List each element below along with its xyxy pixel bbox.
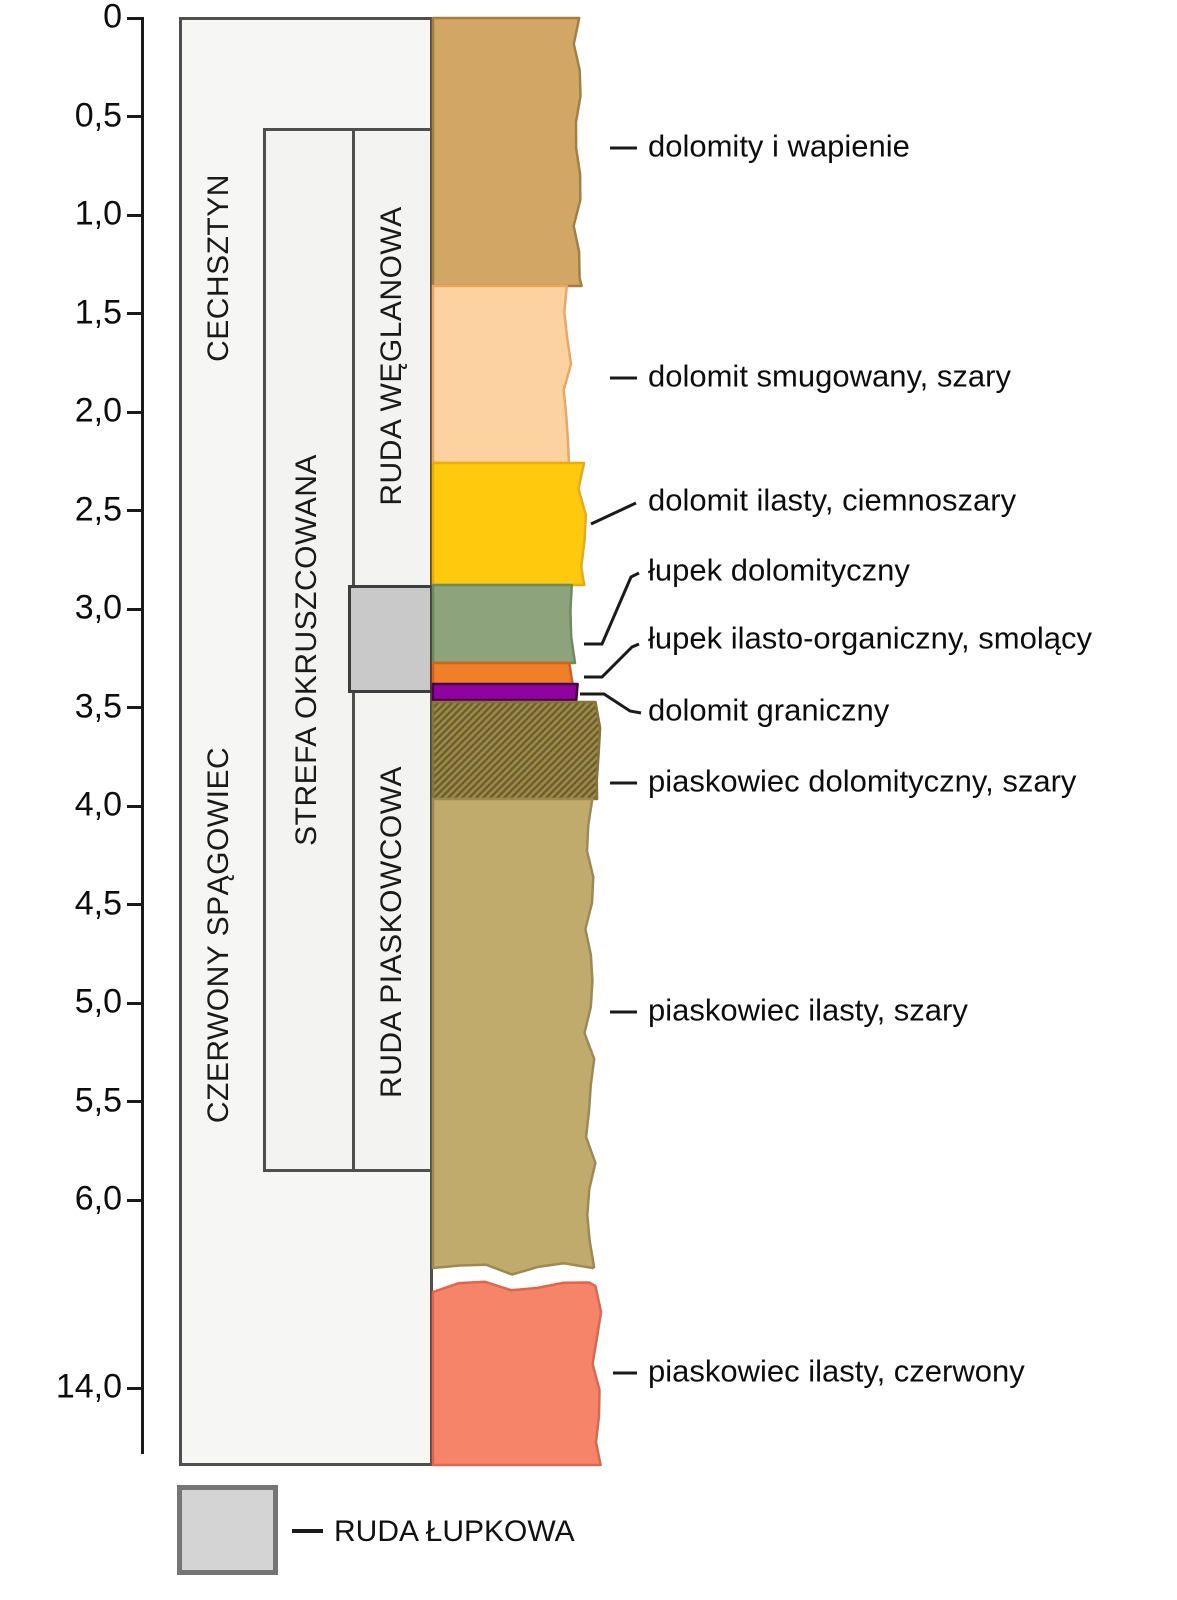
unit-box-strefa-okruszcowana xyxy=(263,128,355,1172)
tick-label: 2,0 xyxy=(74,391,122,430)
tick-label: 3,5 xyxy=(74,687,122,726)
layer-polygon-3 xyxy=(431,583,577,665)
tick-label: 5,0 xyxy=(74,982,122,1021)
unit-label-ruda-piaskowcowa: RUDA PIASKOWCOWA xyxy=(375,766,408,1098)
tick-mark xyxy=(127,1386,144,1390)
unit-label-strefa-okruszcowana: STREFA OKRUSZCOWANA xyxy=(290,454,323,846)
tick-mark xyxy=(127,115,144,118)
tick-mark xyxy=(127,1001,144,1005)
tick-mark xyxy=(127,16,144,20)
unit-label-cechsztyn: CECHSZTYN xyxy=(202,174,235,362)
layer-label-4: łupek ilasto-organiczny, smolący xyxy=(648,620,1092,656)
layer-polygon-4 xyxy=(431,661,575,689)
layer-polygon-5 xyxy=(431,682,579,702)
tick-label: 0 xyxy=(103,0,122,36)
unit-label-ruda-weglanowa: RUDA WĘGLANOWA xyxy=(375,206,408,506)
tick-label: 4,0 xyxy=(74,785,122,824)
legend-swatch-ruda-lupkowa xyxy=(177,1485,278,1575)
layer-polygon-0 xyxy=(431,16,583,288)
layer-polygon-6 xyxy=(431,700,602,801)
layer-label-6: piaskowiec dolomityczny, szary xyxy=(648,763,1077,799)
tick-mark xyxy=(127,1198,144,1202)
tick-mark xyxy=(127,410,144,414)
tick-label: 1,0 xyxy=(74,194,122,233)
layer-label-8: piaskowiec ilasty, czerwony xyxy=(648,1353,1025,1389)
leader-line-2 xyxy=(590,501,637,526)
tick-label: 6,0 xyxy=(74,1179,122,1218)
tick-label: 1,5 xyxy=(74,293,122,332)
layer-polygon-8 xyxy=(431,1280,603,1467)
layer-label-3: łupek dolomityczny xyxy=(648,552,910,588)
tick-mark xyxy=(127,903,144,906)
tick-mark xyxy=(127,509,144,512)
tick-label: 3,0 xyxy=(74,588,122,627)
layer-label-7: piaskowiec ilasty, szary xyxy=(648,992,968,1028)
depth-axis-line xyxy=(141,18,144,1454)
leader-line-5 xyxy=(580,692,642,715)
tick-mark xyxy=(127,213,144,217)
tick-label: 0,5 xyxy=(74,96,122,135)
legend-dash xyxy=(292,1529,323,1533)
layer-label-0: dolomity i wapienie xyxy=(648,128,910,164)
layer-polygon-1 xyxy=(431,284,573,465)
layer-polygon-2 xyxy=(431,461,588,587)
legend-label: RUDA ŁUPKOWA xyxy=(334,1515,575,1548)
tick-label: 4,5 xyxy=(74,884,122,923)
layer-polygon-7 xyxy=(431,797,597,1276)
leader-line-3 xyxy=(584,571,640,646)
tick-label: 2,5 xyxy=(74,490,122,529)
layer-label-2: dolomit ilasty, ciemnoszary xyxy=(648,482,1017,518)
tick-mark xyxy=(127,607,144,611)
leader-line-4 xyxy=(584,642,640,679)
tick-mark xyxy=(127,1100,144,1103)
unit-label-czerwony-spagowiec: CZERWONY SPĄGOWIEC xyxy=(202,746,235,1124)
tick-label: 14,0 xyxy=(55,1367,122,1406)
layer-label-5: dolomit graniczny xyxy=(648,692,890,728)
ruda-lupkowa-zone-box xyxy=(348,585,433,693)
tick-mark xyxy=(127,804,144,808)
tick-label: 5,5 xyxy=(74,1081,122,1120)
layer-label-1: dolomit smugowany, szary xyxy=(648,358,1011,394)
tick-mark xyxy=(127,706,144,709)
tick-mark xyxy=(127,312,144,315)
